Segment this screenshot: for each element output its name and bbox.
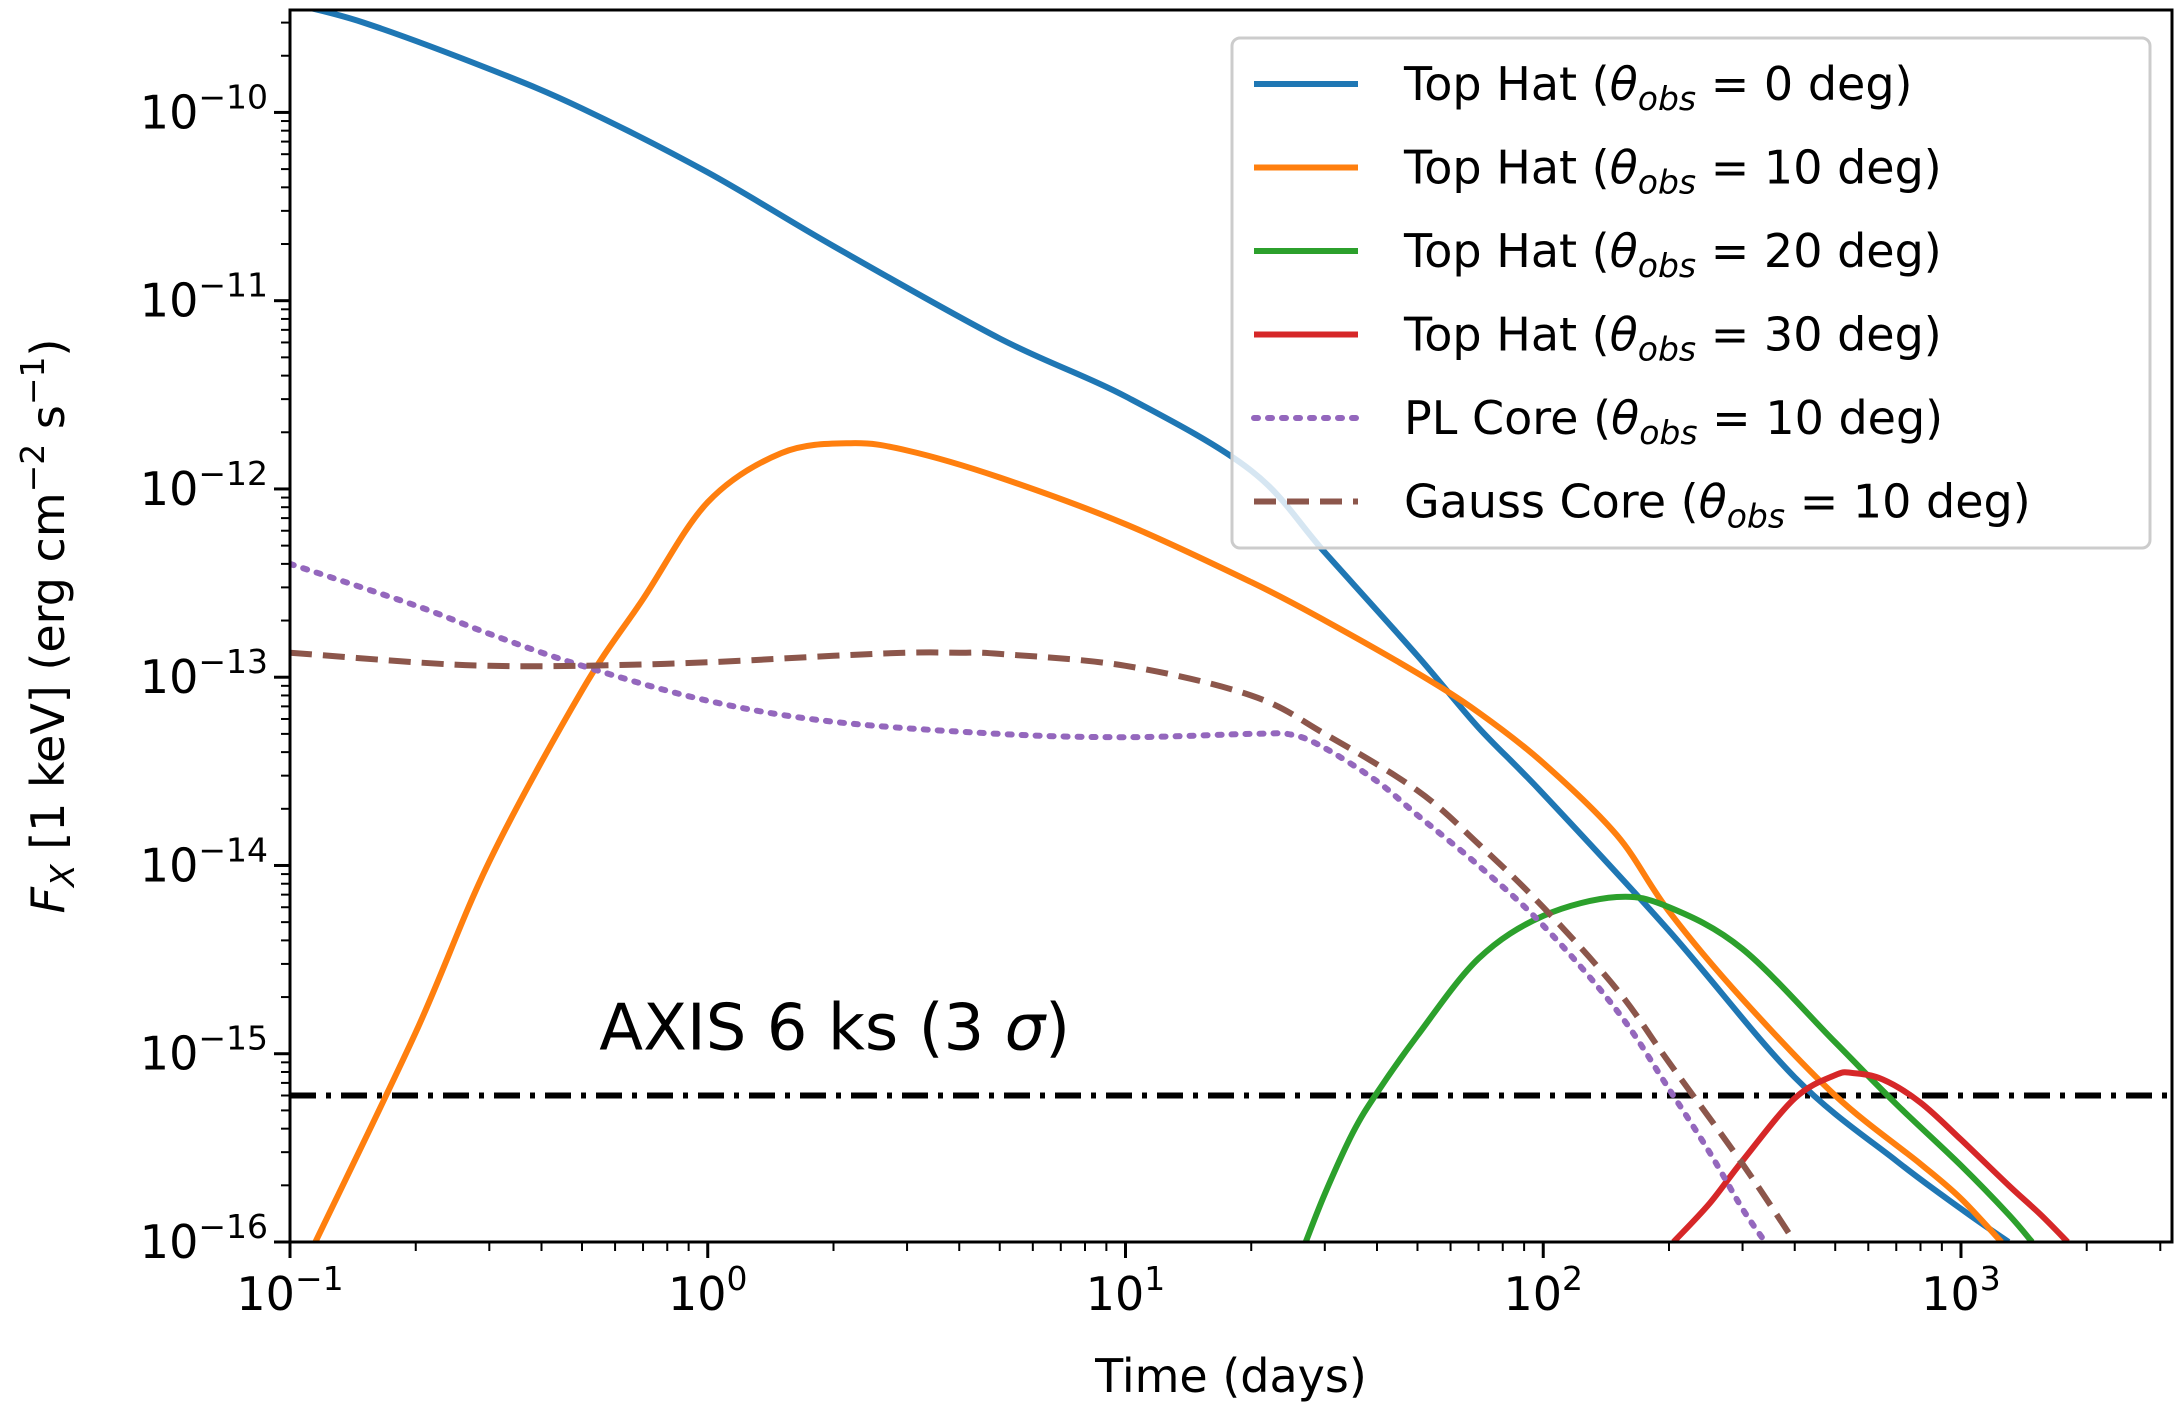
plot-area (290, 10, 2172, 1242)
y-tick-label: 10−14 (140, 830, 268, 892)
legend-label-3: Top Hat (θobs = 20 deg) (1403, 224, 1942, 285)
series-line-6 (290, 649, 1798, 1242)
axes (288, 8, 2174, 1244)
legend-label-2: Top Hat (θobs = 10 deg) (1403, 141, 1942, 202)
legend-label-6: Gauss Core (θobs = 10 deg) (1404, 475, 2031, 536)
legend-box (1230, 36, 2152, 550)
axis-annotation-text: AXIS 6 ks (3 σ) (599, 992, 1070, 1066)
x-axis-label: Time (days) (1094, 1349, 1367, 1403)
ticks: 10−1 100 101 102 103 10−16 10−15 10−14 10−13 10−1… (140, 21, 2162, 1321)
y-tick-label: 10−15 (140, 1019, 268, 1081)
y-tick-label: 10−16 (140, 1207, 268, 1269)
legend: Top Hat (θobs = 0 deg) Top Hat (θobs = 10… (1230, 36, 2152, 550)
series-line-3 (1302, 893, 2035, 1242)
y-tick-label: 10−11 (140, 266, 268, 328)
y-axis-label: FX [1 keV] (erg cm−2 s−1) (13, 338, 82, 913)
series-line-5 (290, 560, 1769, 1242)
plot-frame (288, 8, 2174, 1244)
series-line-2 (312, 440, 2004, 1242)
axis-annotation: AXIS 6 ks (3 σ) (599, 992, 1070, 1066)
y-axis-label-text: FX [1 keV] (erg cm−2 s−1) (13, 338, 82, 913)
legend-label-1: Top Hat (θobs = 0 deg) (1403, 57, 1912, 118)
y-tick-label: 10−13 (140, 642, 268, 704)
x-tick-label: 101 (1086, 1259, 1166, 1321)
x-tick-label: 10−1 (236, 1259, 343, 1321)
legend-label-5: PL Core (θobs = 10 deg) (1404, 391, 1943, 452)
x-tick-label: 103 (1921, 1259, 2001, 1321)
x-tick-label: 102 (1503, 1259, 1583, 1321)
y-tick-label: 10−12 (140, 454, 268, 516)
y-tick-label: 10−10 (140, 77, 268, 139)
legend-label-4: Top Hat (θobs = 30 deg) (1403, 308, 1942, 369)
x-tick-label: 100 (668, 1259, 748, 1321)
